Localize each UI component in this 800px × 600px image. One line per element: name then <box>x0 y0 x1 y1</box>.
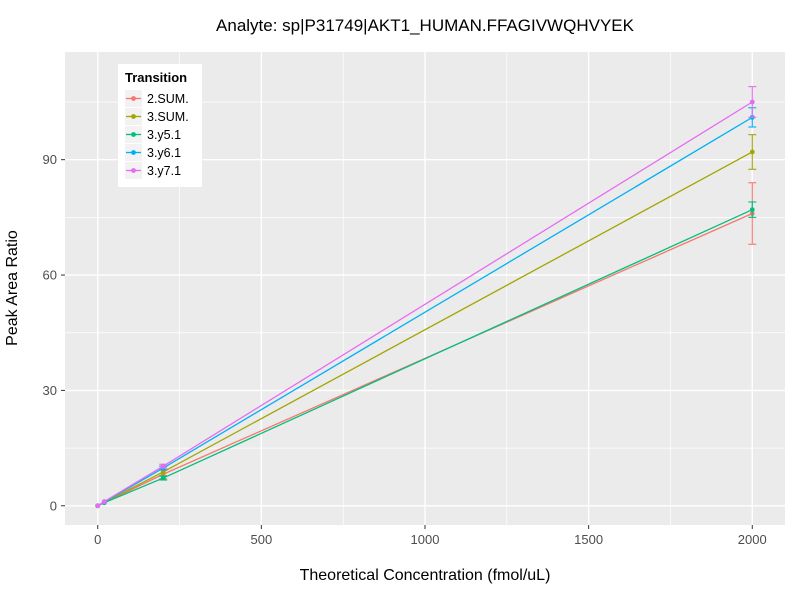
legend-entry-label: 3.SUM. <box>147 110 189 124</box>
y-axis-label: Peak Area Ratio <box>4 230 21 346</box>
legend-key-point <box>131 150 136 155</box>
legend-key-point <box>131 168 136 173</box>
x-tick-label: 2000 <box>738 532 767 547</box>
data-point <box>160 469 166 475</box>
legend-entry-label: 3.y6.1 <box>147 146 181 160</box>
y-tick-label: 90 <box>43 152 57 167</box>
legend-key-point <box>131 132 136 137</box>
legend-entry-label: 3.y5.1 <box>147 128 181 142</box>
x-tick-label: 0 <box>94 532 101 547</box>
legend-title: Transition <box>125 70 187 85</box>
axis-ticks: 0 500 1000 1500 2000 0 30 60 90 <box>43 152 767 547</box>
data-point <box>160 475 166 481</box>
series-layer <box>95 86 757 509</box>
y-tick-label: 0 <box>50 498 57 513</box>
y-tick-label: 30 <box>43 383 57 398</box>
data-point <box>101 499 107 504</box>
chart-title: Analyte: sp|P31749|AKT1_HUMAN.FFAGIVWQHV… <box>216 16 635 35</box>
legend-entry-label: 3.y7.1 <box>147 164 181 178</box>
data-point <box>749 207 755 213</box>
legend-key-point <box>131 96 136 101</box>
x-tick-label: 500 <box>251 532 273 547</box>
data-point <box>160 463 166 469</box>
x-tick-label: 1500 <box>574 532 603 547</box>
data-point <box>749 149 755 155</box>
x-axis-label: Theoretical Concentration (fmol/uL) <box>300 567 551 584</box>
series-line <box>97 101 753 507</box>
legend-key-point <box>131 114 136 119</box>
data-point <box>749 99 755 105</box>
x-tick-label: 1000 <box>411 532 440 547</box>
data-point <box>95 503 101 509</box>
y-tick-label: 60 <box>43 268 57 283</box>
legend: Transition 2.SUM. 3.SUM. 3.y5.1 3.y6.1 3.y7.1 <box>118 64 202 187</box>
legend-entry-label: 2.SUM. <box>147 92 189 106</box>
